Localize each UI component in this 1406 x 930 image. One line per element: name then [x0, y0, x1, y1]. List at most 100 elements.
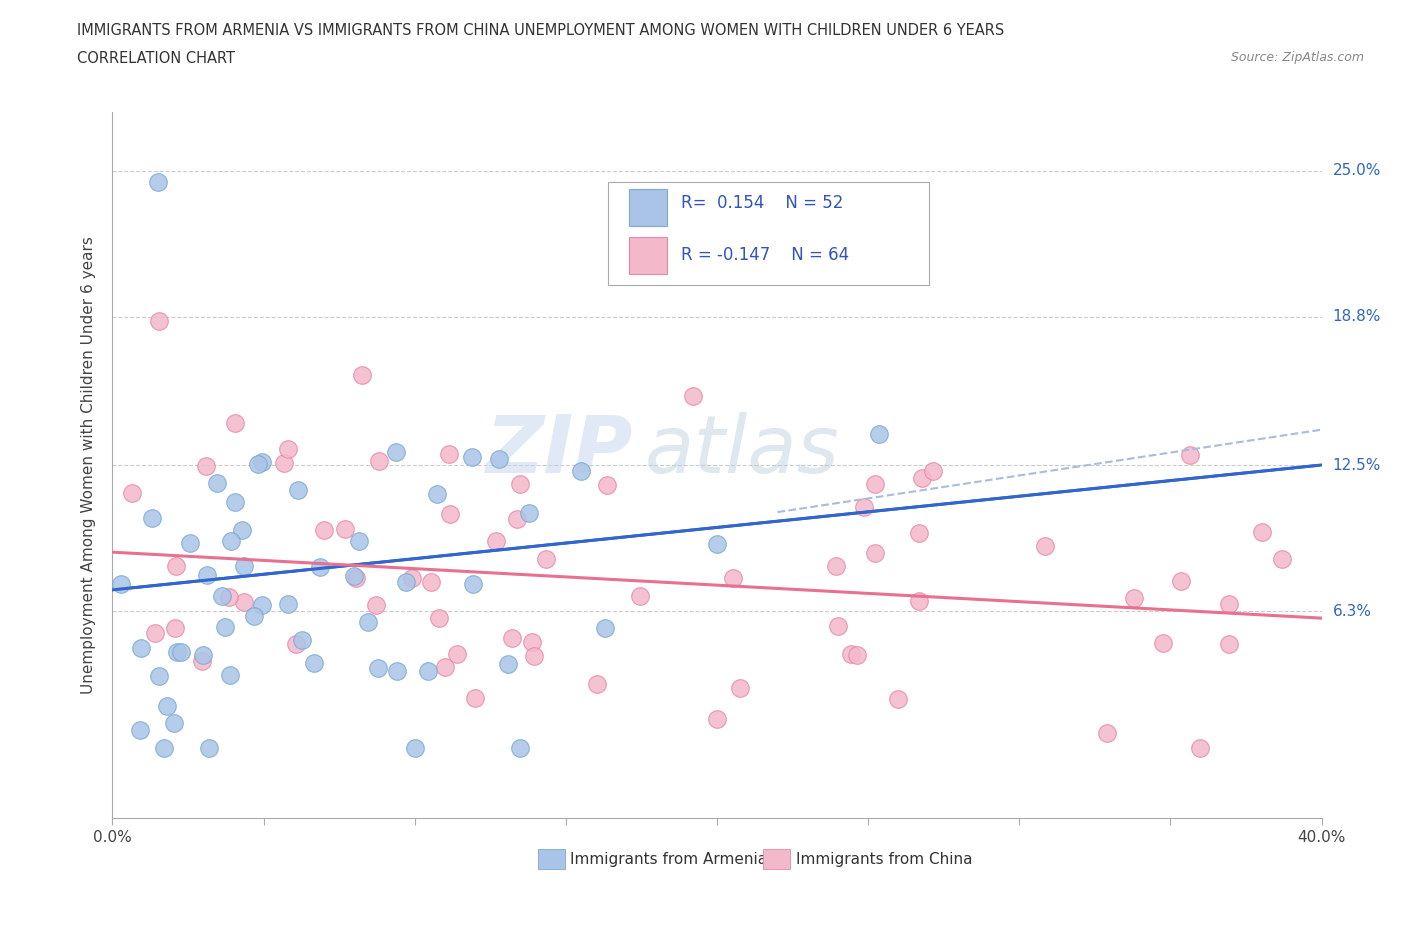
Point [488, 452, 510, 467]
Point [908, 526, 931, 541]
Point [156, 698, 179, 713]
Point [309, 560, 332, 575]
Point [148, 669, 170, 684]
Point [250, 455, 273, 470]
Point [276, 596, 298, 611]
Point [129, 641, 152, 656]
Point [367, 660, 389, 675]
Point [853, 499, 876, 514]
Point [506, 512, 529, 526]
Point [314, 523, 336, 538]
Text: Immigrants from China: Immigrants from China [796, 852, 972, 867]
Point [426, 487, 449, 502]
Point [110, 577, 132, 591]
Point [520, 635, 543, 650]
FancyBboxPatch shape [609, 182, 929, 285]
Point [839, 646, 862, 661]
Point [446, 646, 468, 661]
Point [146, 175, 169, 190]
Text: IMMIGRANTS FROM ARMENIA VS IMMIGRANTS FROM CHINA UNEMPLOYMENT AMONG WOMEN WITH C: IMMIGRANTS FROM ARMENIA VS IMMIGRANTS FR… [77, 23, 1004, 38]
Point [496, 657, 519, 671]
Point [921, 463, 943, 478]
Point [721, 570, 744, 585]
Point [211, 589, 233, 604]
Point [509, 476, 531, 491]
Point [141, 511, 163, 525]
Point [706, 711, 728, 726]
FancyBboxPatch shape [628, 189, 668, 226]
Point [1033, 538, 1056, 553]
Point [534, 551, 557, 566]
Point [1218, 596, 1240, 611]
FancyBboxPatch shape [628, 237, 668, 273]
Point [427, 611, 450, 626]
Point [333, 521, 356, 536]
Point [143, 626, 166, 641]
Point [1271, 551, 1294, 566]
Point [586, 676, 609, 691]
Point [1178, 447, 1201, 462]
Point [628, 589, 651, 604]
Point [224, 494, 246, 509]
Point [501, 631, 523, 645]
Point [191, 648, 214, 663]
Text: Source: ZipAtlas.com: Source: ZipAtlas.com [1230, 51, 1364, 64]
Text: atlas: atlas [644, 412, 839, 490]
Point [682, 389, 704, 404]
Point [344, 571, 367, 586]
Point [463, 577, 485, 591]
Point [179, 536, 201, 551]
Point [224, 416, 246, 431]
Point [195, 458, 218, 473]
Point [827, 619, 849, 634]
Point [593, 620, 616, 635]
Point [350, 367, 373, 382]
Point [1251, 525, 1274, 539]
Point [706, 537, 728, 551]
Point [1188, 740, 1211, 755]
Point [1095, 725, 1118, 740]
Point [218, 590, 240, 604]
Point [148, 313, 170, 328]
Text: ZIP: ZIP [485, 412, 633, 490]
Point [366, 598, 388, 613]
Point [302, 656, 325, 671]
Text: R=  0.154    N = 52: R= 0.154 N = 52 [681, 194, 844, 212]
Point [439, 506, 461, 521]
Point [509, 740, 531, 755]
Point [461, 449, 484, 464]
Point [290, 632, 312, 647]
Point [569, 463, 592, 478]
Point [219, 668, 242, 683]
Point [232, 559, 254, 574]
Text: Immigrants from Armenia: Immigrants from Armenia [569, 852, 766, 867]
Point [357, 615, 380, 630]
Point [1170, 574, 1192, 589]
FancyBboxPatch shape [763, 849, 790, 870]
Point [485, 534, 508, 549]
Point [273, 455, 295, 470]
Point [214, 619, 236, 634]
FancyBboxPatch shape [538, 849, 565, 870]
Point [437, 446, 460, 461]
Point [191, 653, 214, 668]
Point [595, 478, 617, 493]
Point [242, 608, 264, 623]
Point [419, 575, 441, 590]
Point [170, 644, 193, 659]
Point [128, 723, 150, 737]
Point [401, 570, 423, 585]
Point [416, 664, 439, 679]
Text: 12.5%: 12.5% [1333, 458, 1381, 472]
Point [207, 476, 229, 491]
Text: CORRELATION CHART: CORRELATION CHART [77, 51, 235, 66]
Y-axis label: Unemployment Among Women with Children Under 6 years: Unemployment Among Women with Children U… [80, 236, 96, 694]
Point [153, 740, 176, 755]
Point [517, 505, 540, 520]
Point [385, 664, 408, 679]
Point [523, 649, 546, 664]
Point [846, 647, 869, 662]
Point [246, 457, 269, 472]
Point [404, 740, 426, 755]
Point [1152, 636, 1174, 651]
